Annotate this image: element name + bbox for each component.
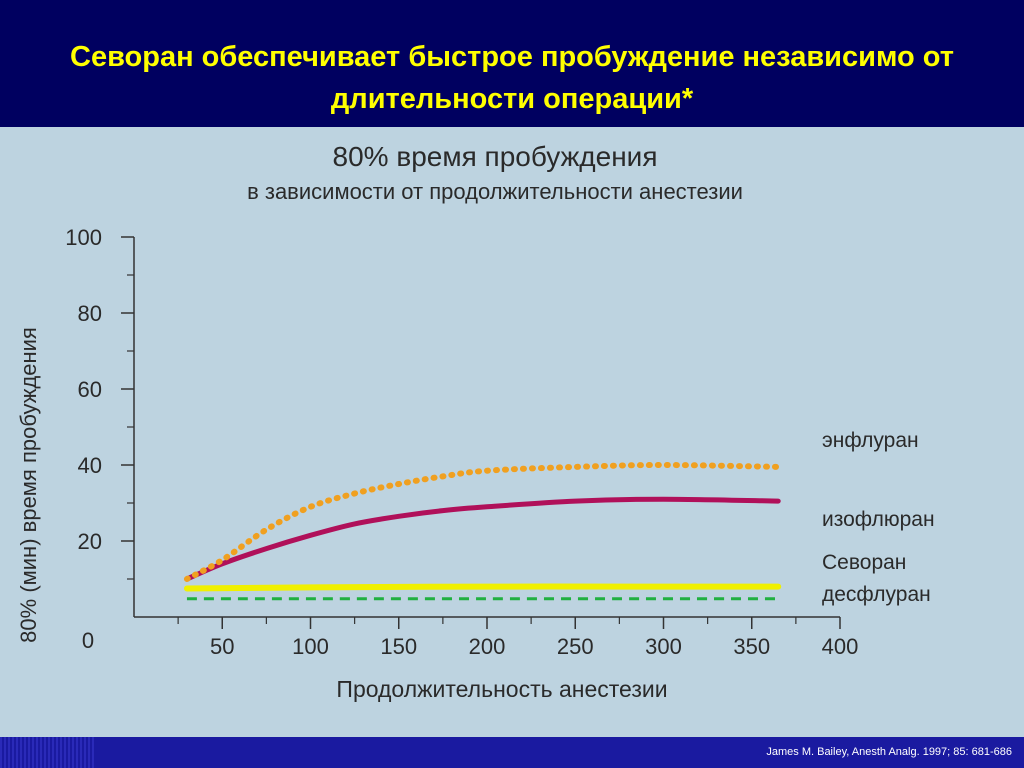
legend-label-sevoran: Севоран: [822, 551, 906, 574]
x-tick-label: 100: [292, 634, 329, 659]
chart-subtitle: в зависимости от продолжительности анест…: [247, 179, 743, 204]
series-line-sevoran: [183, 583, 782, 592]
legend-label-isoflurane: изофлюран: [822, 508, 935, 531]
chart-panel: 80% время пробуждения в зависимости от п…: [0, 127, 1024, 737]
x-tick-label: 300: [645, 634, 682, 659]
series-layer: [183, 461, 782, 601]
series-line-isoflurane: [184, 496, 781, 582]
footer-decoration: [0, 737, 96, 768]
slide-title: Севоран обеспечивает быстрое пробуждение…: [70, 41, 954, 115]
x-axis-label: Продолжительность анестезии: [336, 676, 667, 702]
slide-header: Севоран обеспечивает быстрое пробуждение…: [0, 0, 1024, 127]
slide-footer: James M. Bailey, Anesth Analg. 1997; 85:…: [0, 737, 1024, 768]
y-tick-label: 20: [78, 529, 102, 554]
x-tick-label: 350: [733, 634, 770, 659]
awakening-time-chart: 80% время пробуждения в зависимости от п…: [16, 141, 935, 702]
x-tick-label: 250: [557, 634, 594, 659]
y-tick-label: 40: [78, 453, 102, 478]
y-tick-label: 80: [78, 301, 102, 326]
x-ticks: 50 100 150 200 250 300 350 400: [177, 617, 859, 659]
y-tick-label: 100: [65, 225, 102, 250]
series-line-enflurane: [183, 461, 782, 582]
y-ticks: 100 80 60 40 20: [65, 225, 134, 580]
x-tick-label: 50: [210, 634, 234, 659]
y-axis-label: 80% (мин) время пробуждения: [16, 327, 41, 643]
y-tick-label: 60: [78, 377, 102, 402]
x-tick-label: 400: [822, 634, 859, 659]
chart-title: 80% время пробуждения: [333, 141, 658, 172]
origin-label: 0: [82, 628, 94, 653]
legend: энфлуран изофлюран Севоран десфлуран: [822, 429, 935, 606]
legend-label-desflurane: десфлуран: [822, 583, 931, 606]
citation: James M. Bailey, Anesth Analg. 1997; 85:…: [766, 746, 1012, 758]
legend-label-enflurane: энфлуран: [822, 429, 919, 452]
x-tick-label: 200: [469, 634, 506, 659]
x-tick-label: 150: [380, 634, 417, 659]
